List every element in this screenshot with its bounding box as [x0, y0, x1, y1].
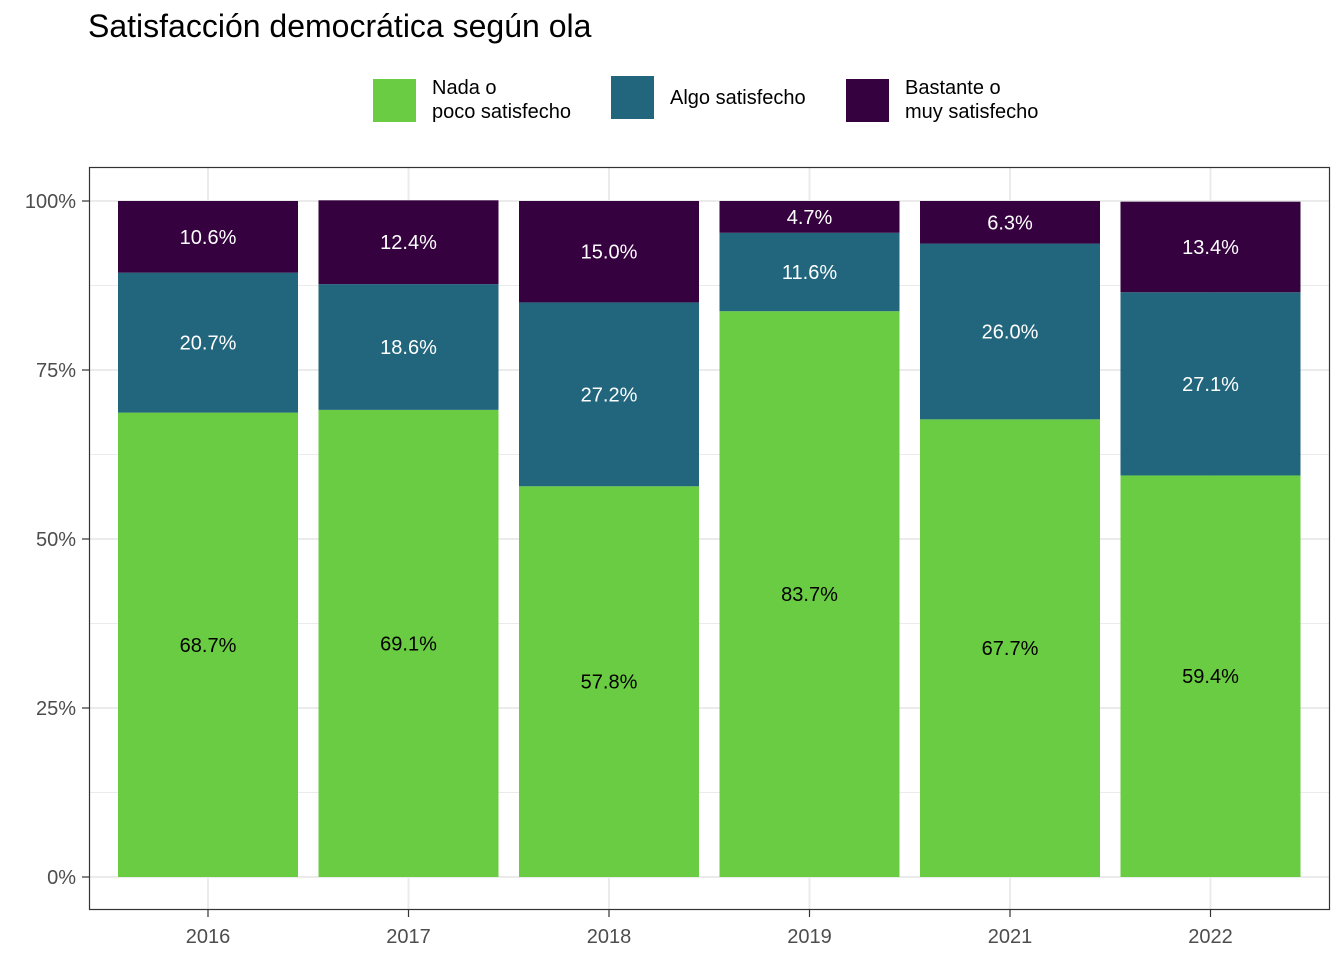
- legend-item-algo: Algo satisfecho: [611, 76, 806, 119]
- data-label: 12.4%: [380, 232, 437, 254]
- bar-2022-series-0: [1120, 475, 1301, 877]
- x-tick-label: 2018: [587, 926, 632, 948]
- legend: Nada o poco satisfecho Algo satisfecho B…: [0, 76, 1344, 136]
- legend-item-nada: Nada o poco satisfecho: [373, 76, 571, 124]
- legend-item-bastante: Bastante o muy satisfecho: [846, 76, 1038, 124]
- bar-2016-series-1: [118, 272, 298, 413]
- x-tick-label: 2021: [988, 926, 1033, 948]
- data-label: 68.7%: [180, 635, 237, 657]
- x-tick-label: 2017: [386, 926, 431, 948]
- bar-2018-series-0: [519, 486, 699, 877]
- data-label: 11.6%: [782, 262, 837, 284]
- bar-2019-series-0: [719, 311, 900, 877]
- bar-2019-series-2: [719, 201, 900, 233]
- bar-2018-series-2: [519, 201, 699, 303]
- data-label: 15.0%: [581, 242, 638, 264]
- plot-border: [88, 166, 1331, 911]
- data-label: 67.7%: [982, 638, 1039, 660]
- data-label: 59.4%: [1182, 666, 1239, 688]
- bar-2022-series-2: [1120, 201, 1301, 293]
- bar-2016-series-2: [118, 201, 298, 273]
- bar-2021-series-0: [920, 419, 1100, 877]
- x-tick-label: 2022: [1188, 926, 1233, 948]
- data-label: 83.7%: [781, 584, 838, 606]
- y-tick-label: 25%: [36, 698, 76, 720]
- chart-title: Satisfacción democrática según ola: [88, 8, 592, 44]
- data-label: 18.6%: [380, 337, 437, 359]
- data-label: 13.4%: [1182, 237, 1239, 259]
- bar-2016-series-0: [118, 412, 298, 877]
- data-label: 57.8%: [581, 672, 638, 694]
- y-tick-label: 100%: [25, 191, 76, 213]
- bar-2021-series-1: [920, 243, 1100, 420]
- legend-label-algo: Algo satisfecho: [670, 86, 806, 109]
- legend-label-nada: Nada o poco satisfecho: [432, 77, 571, 123]
- data-label: 69.1%: [380, 633, 437, 655]
- data-label: 20.7%: [180, 333, 237, 355]
- x-tick-label: 2016: [186, 926, 231, 948]
- data-label: 26.0%: [982, 321, 1039, 343]
- legend-swatch-nada: [373, 78, 416, 122]
- data-label: 10.6%: [180, 227, 237, 249]
- legend-label-bastante: Bastante o muy satisfecho: [905, 77, 1039, 123]
- bar-2017-series-0: [318, 409, 499, 877]
- x-tick-label: 2019: [787, 926, 832, 948]
- y-tick-label: 75%: [36, 360, 76, 382]
- legend-swatch-bastante: [846, 78, 889, 122]
- data-label: 27.2%: [581, 384, 638, 406]
- legend-swatch-algo: [611, 76, 654, 119]
- data-label: 4.7%: [787, 207, 833, 229]
- bar-2022-series-1: [1120, 292, 1301, 476]
- y-tick-label: 50%: [36, 529, 76, 551]
- data-label: 6.3%: [987, 212, 1033, 234]
- bar-2017-series-1: [318, 284, 499, 410]
- bar-2019-series-1: [719, 232, 900, 312]
- bar-2018-series-1: [519, 302, 699, 487]
- data-label: 27.1%: [1182, 374, 1239, 396]
- bar-2017-series-2: [318, 200, 499, 285]
- y-tick-label: 0%: [47, 867, 76, 889]
- bar-2021-series-2: [920, 201, 1100, 244]
